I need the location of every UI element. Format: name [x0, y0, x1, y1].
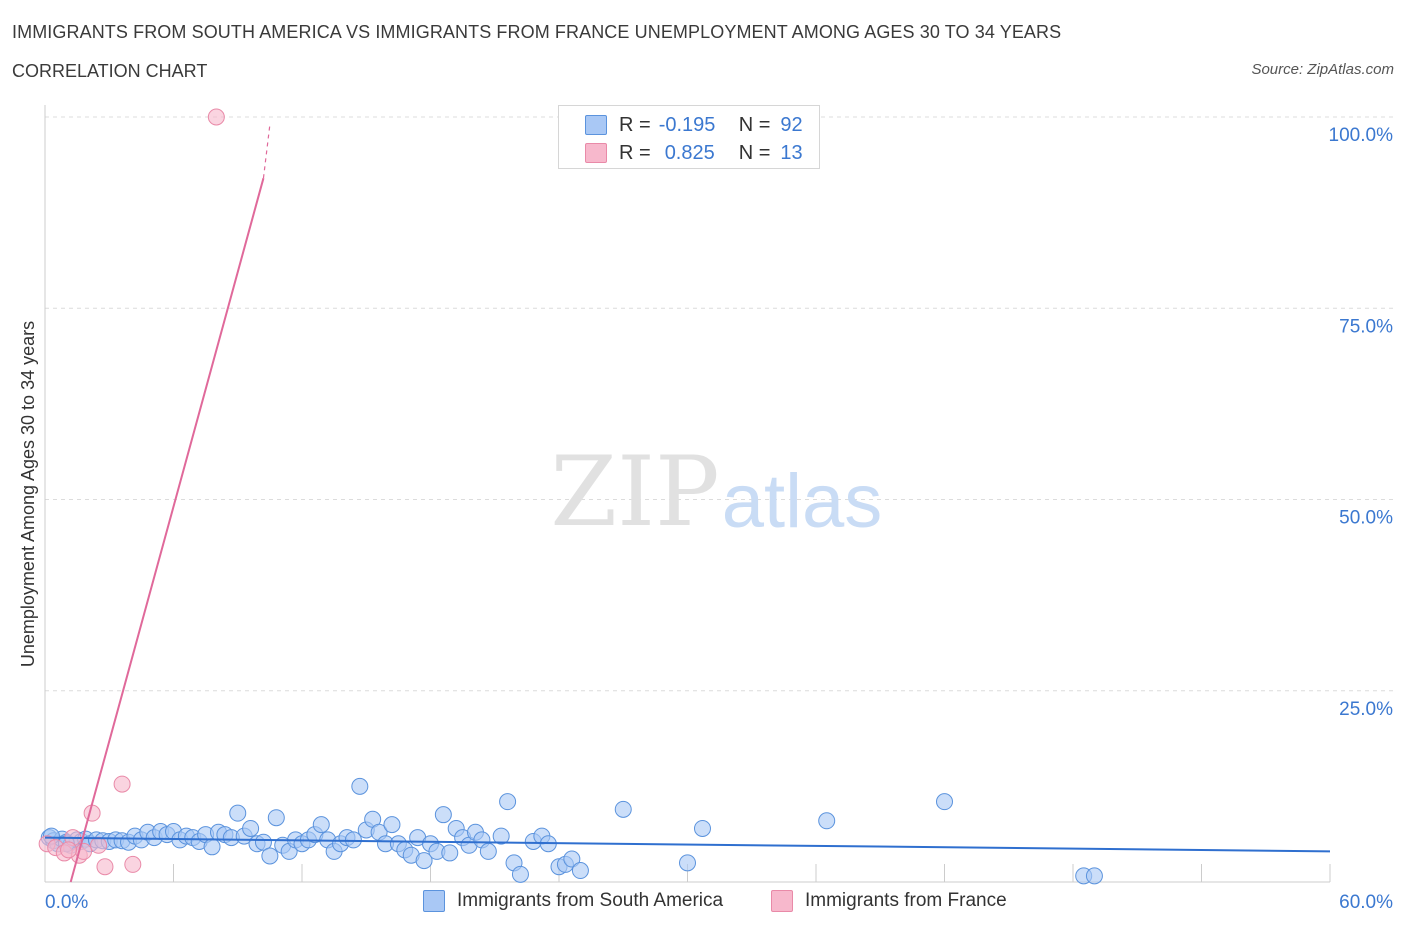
x-tick-label: 0.0% — [45, 892, 88, 913]
data-point-south-america — [936, 793, 953, 811]
data-point-south-america — [242, 819, 260, 837]
data-point-south-america — [571, 862, 589, 880]
data-point-south-america — [312, 816, 330, 834]
data-point-south-america — [492, 827, 510, 845]
pink-swatch — [771, 890, 793, 912]
data-point-south-america — [441, 844, 459, 862]
data-point-south-america — [415, 852, 433, 870]
data-point-south-america — [563, 850, 581, 868]
r-label: R = — [619, 141, 651, 164]
n-value: 13 — [780, 141, 803, 164]
data-point-france — [96, 858, 114, 876]
trend-line-france — [69, 177, 265, 883]
x-tick-label: 60.0% — [1339, 892, 1393, 913]
data-point-south-america — [614, 800, 632, 818]
chart-subtitle: CORRELATION CHART — [12, 61, 208, 81]
data-point-france — [124, 855, 142, 873]
y-tick-label: 100.0% — [1329, 125, 1394, 146]
watermark-atlas: atlas — [722, 459, 883, 544]
series-legend: Immigrants from South America Immigrants… — [0, 890, 1406, 916]
gridlines — [45, 116, 1395, 692]
legend-label-france: Immigrants from France — [805, 890, 1007, 911]
n-label: N = — [738, 113, 771, 136]
legend-row-south-america: R = -0.195 N = 92 — [585, 113, 803, 137]
r-value: -0.195 — [658, 113, 716, 136]
chart-title: IMMIGRANTS FROM SOUTH AMERICA VS IMMIGRA… — [12, 22, 1062, 42]
legend-label-south-america: Immigrants from South America — [457, 890, 724, 911]
n-label: N = — [738, 141, 771, 164]
watermark-zip: ZIP — [550, 436, 719, 548]
trend-line-france-extension — [262, 124, 271, 179]
data-point-south-america — [511, 865, 529, 883]
y-axis-label: Unemployment Among Ages 30 to 34 years — [18, 321, 38, 667]
south-america-points — [40, 777, 1103, 885]
correlation-legend: R = -0.195 N = 92 R = 0.825 N = 13 — [558, 105, 820, 169]
france-points — [38, 108, 225, 876]
blue-swatch — [423, 890, 445, 912]
r-value: 0.825 — [664, 141, 715, 164]
data-point-south-america — [1085, 867, 1103, 885]
data-point-south-america — [261, 847, 279, 865]
data-point-france — [90, 836, 108, 854]
legend-item-south-america[interactable]: Immigrants from South America — [423, 890, 723, 912]
y-tick-label: 50.0% — [1339, 508, 1393, 529]
data-point-south-america — [254, 833, 272, 851]
y-tick-label: 75.0% — [1339, 316, 1393, 337]
tick-labels: 25.0% 50.0% 75.0% 100.0% 0.0% 60.0% — [45, 125, 1393, 913]
r-label: R = — [619, 113, 651, 136]
trend-lines — [44, 124, 1331, 883]
data-point-france — [207, 108, 225, 126]
axes — [44, 105, 1331, 883]
trend-line-south-america — [44, 836, 1331, 853]
pink-swatch — [585, 143, 607, 163]
blue-swatch — [585, 115, 607, 135]
data-point-france — [60, 841, 78, 859]
data-point-south-america — [267, 809, 285, 827]
data-point-south-america — [679, 854, 696, 872]
data-point-south-america — [383, 816, 401, 834]
y-tick-label: 25.0% — [1339, 699, 1393, 720]
data-point-south-america — [351, 777, 369, 795]
data-point-south-america — [434, 806, 452, 824]
legend-row-france: R = 0.825 N = 13 — [585, 141, 803, 165]
data-point-south-america — [499, 793, 517, 811]
data-point-france — [113, 775, 131, 793]
data-point-south-america — [818, 812, 836, 830]
data-point-south-america — [693, 819, 711, 837]
n-value: 92 — [780, 113, 803, 136]
legend-item-france[interactable]: Immigrants from France — [771, 890, 1007, 912]
data-point-south-america — [229, 804, 247, 822]
watermark: ZIP atlas — [550, 436, 882, 548]
source-label: Source: ZipAtlas.com — [1251, 61, 1394, 78]
data-point-south-america — [203, 838, 221, 856]
data-point-south-america — [479, 842, 497, 860]
